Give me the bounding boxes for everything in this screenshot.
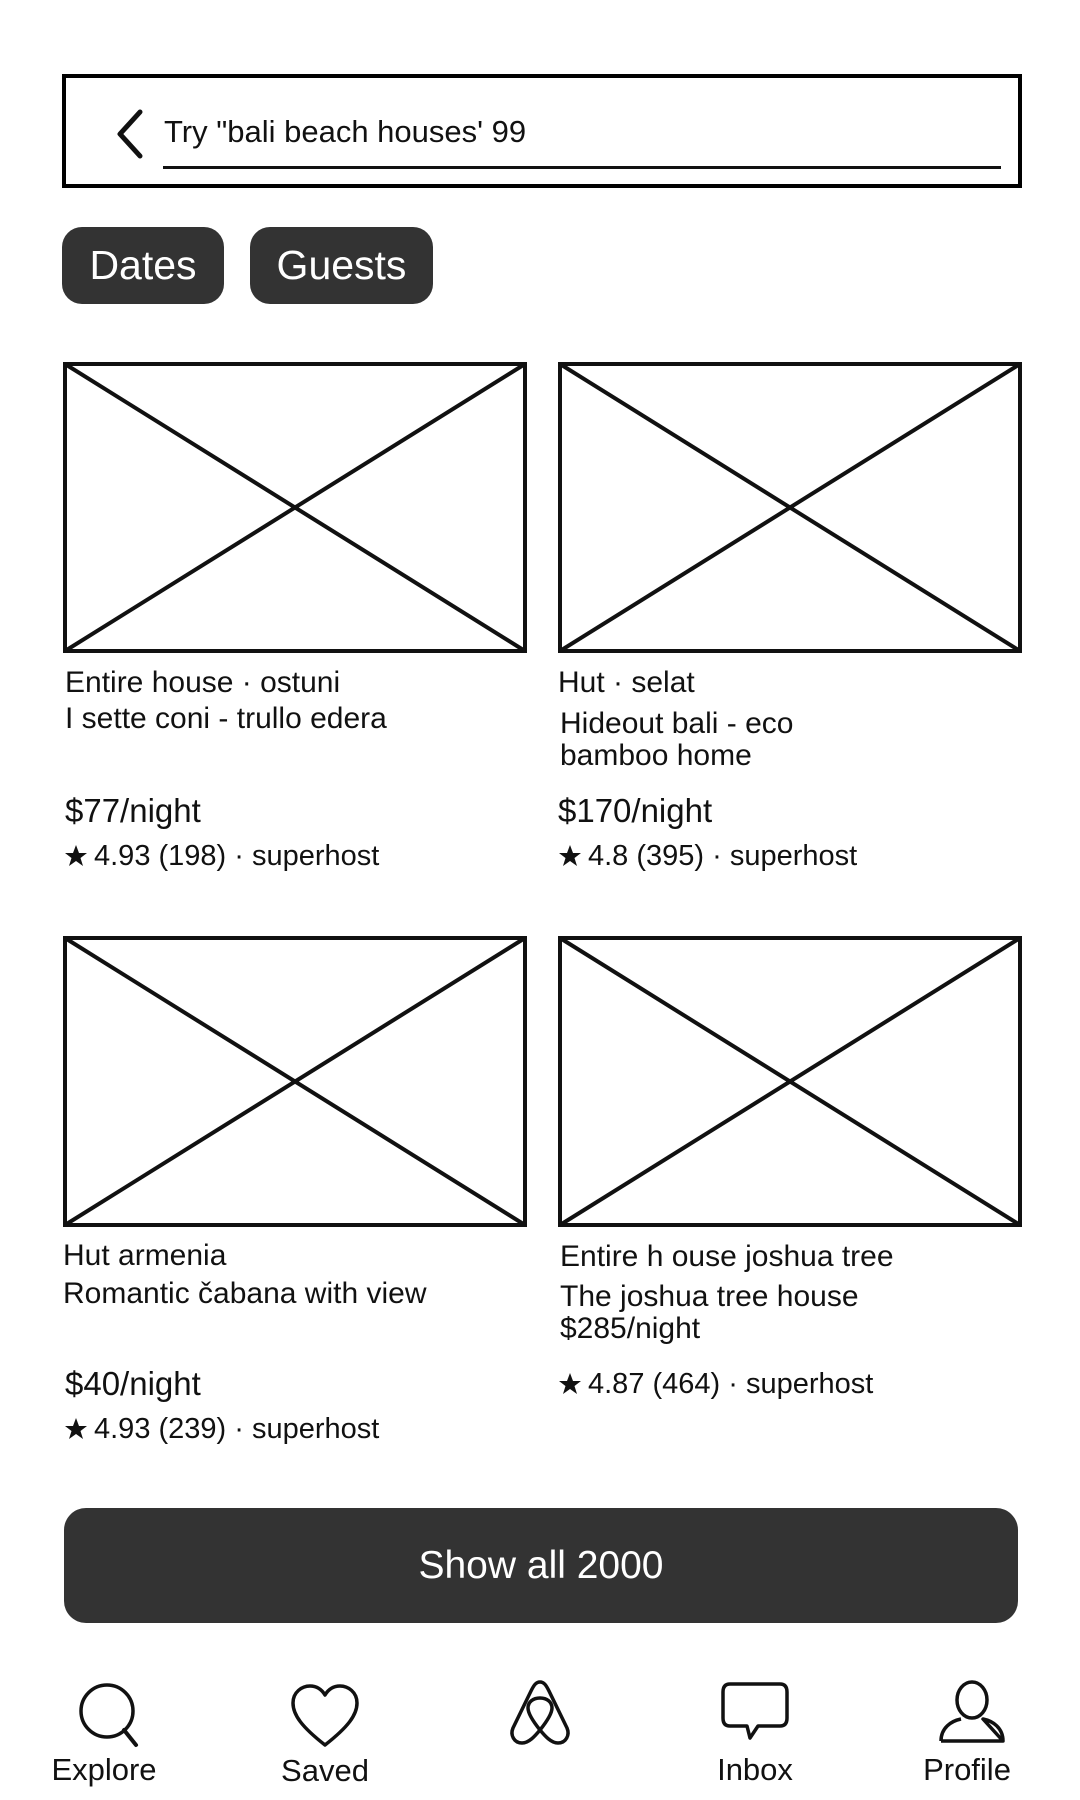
image-placeholder-icon [558, 362, 1022, 653]
rating-text: 4.93 (239) · superhost [94, 1413, 380, 1445]
image-placeholder-icon [63, 362, 527, 653]
listing-image-placeholder[interactable] [558, 936, 1022, 1227]
rating-text: 4.93 (198) · superhost [94, 840, 380, 872]
rating-text: 4.8 (395) · superhost [588, 840, 858, 872]
listing-title[interactable]: Hideout bali - eco bamboo home [560, 707, 794, 772]
nav-saved-label[interactable]: Saved [281, 1753, 369, 1788]
listing-image-placeholder[interactable] [63, 362, 527, 653]
heart-icon[interactable] [290, 1683, 360, 1753]
listing-price: $40/night [65, 1365, 201, 1402]
listing-type: Entire house · ostuni [65, 666, 341, 699]
airbnb-logo-icon[interactable] [505, 1678, 575, 1748]
show-all-button[interactable]: Show all 2000 [64, 1508, 1018, 1623]
nav-profile-label[interactable]: Profile [923, 1752, 1011, 1787]
listing-price: $285/night [560, 1312, 701, 1345]
nav-inbox-label[interactable]: Inbox [717, 1752, 793, 1787]
listing-type: Entire h ouse joshua tree [560, 1240, 894, 1273]
listing-rating: 4.93 (239) · superhost [64, 1411, 379, 1447]
star-icon [65, 1418, 87, 1439]
image-placeholder-icon [558, 936, 1022, 1227]
search-box[interactable] [62, 74, 1022, 188]
chat-bubble-icon[interactable] [720, 1680, 790, 1750]
listing-rating: 4.93 (198) · superhost [64, 838, 379, 874]
rating-text: 4.87 (464) · superhost [588, 1368, 874, 1400]
listing-type: Hut armenia [63, 1239, 227, 1272]
listing-rating: 4.8 (395) · superhost [558, 838, 857, 874]
star-icon [559, 1373, 581, 1394]
listing-price: $170/night [558, 792, 713, 829]
image-placeholder-icon [63, 936, 527, 1227]
listing-title[interactable]: The joshua tree house [560, 1280, 859, 1313]
search-input[interactable]: Try "bali beach houses' 99 [164, 114, 527, 149]
listing-title[interactable]: Romantic čabana with view [63, 1277, 427, 1310]
search-underline [163, 166, 1001, 169]
listing-price: $77/night [65, 792, 201, 829]
search-icon[interactable] [74, 1680, 144, 1750]
star-icon [559, 845, 581, 866]
nav-explore-label[interactable]: Explore [51, 1752, 157, 1787]
chevron-left-icon[interactable] [110, 106, 154, 162]
listing-type: Hut · selat [558, 666, 695, 699]
star-icon [65, 845, 87, 866]
listing-image-placeholder[interactable] [558, 362, 1022, 653]
user-icon[interactable] [937, 1676, 1007, 1746]
listing-image-placeholder[interactable] [63, 936, 527, 1227]
guests-chip[interactable]: Guests [250, 227, 433, 304]
listing-title[interactable]: I sette coni - trullo edera [65, 702, 387, 735]
listing-rating: 4.87 (464) · superhost [558, 1366, 873, 1402]
dates-chip[interactable]: Dates [62, 227, 224, 304]
